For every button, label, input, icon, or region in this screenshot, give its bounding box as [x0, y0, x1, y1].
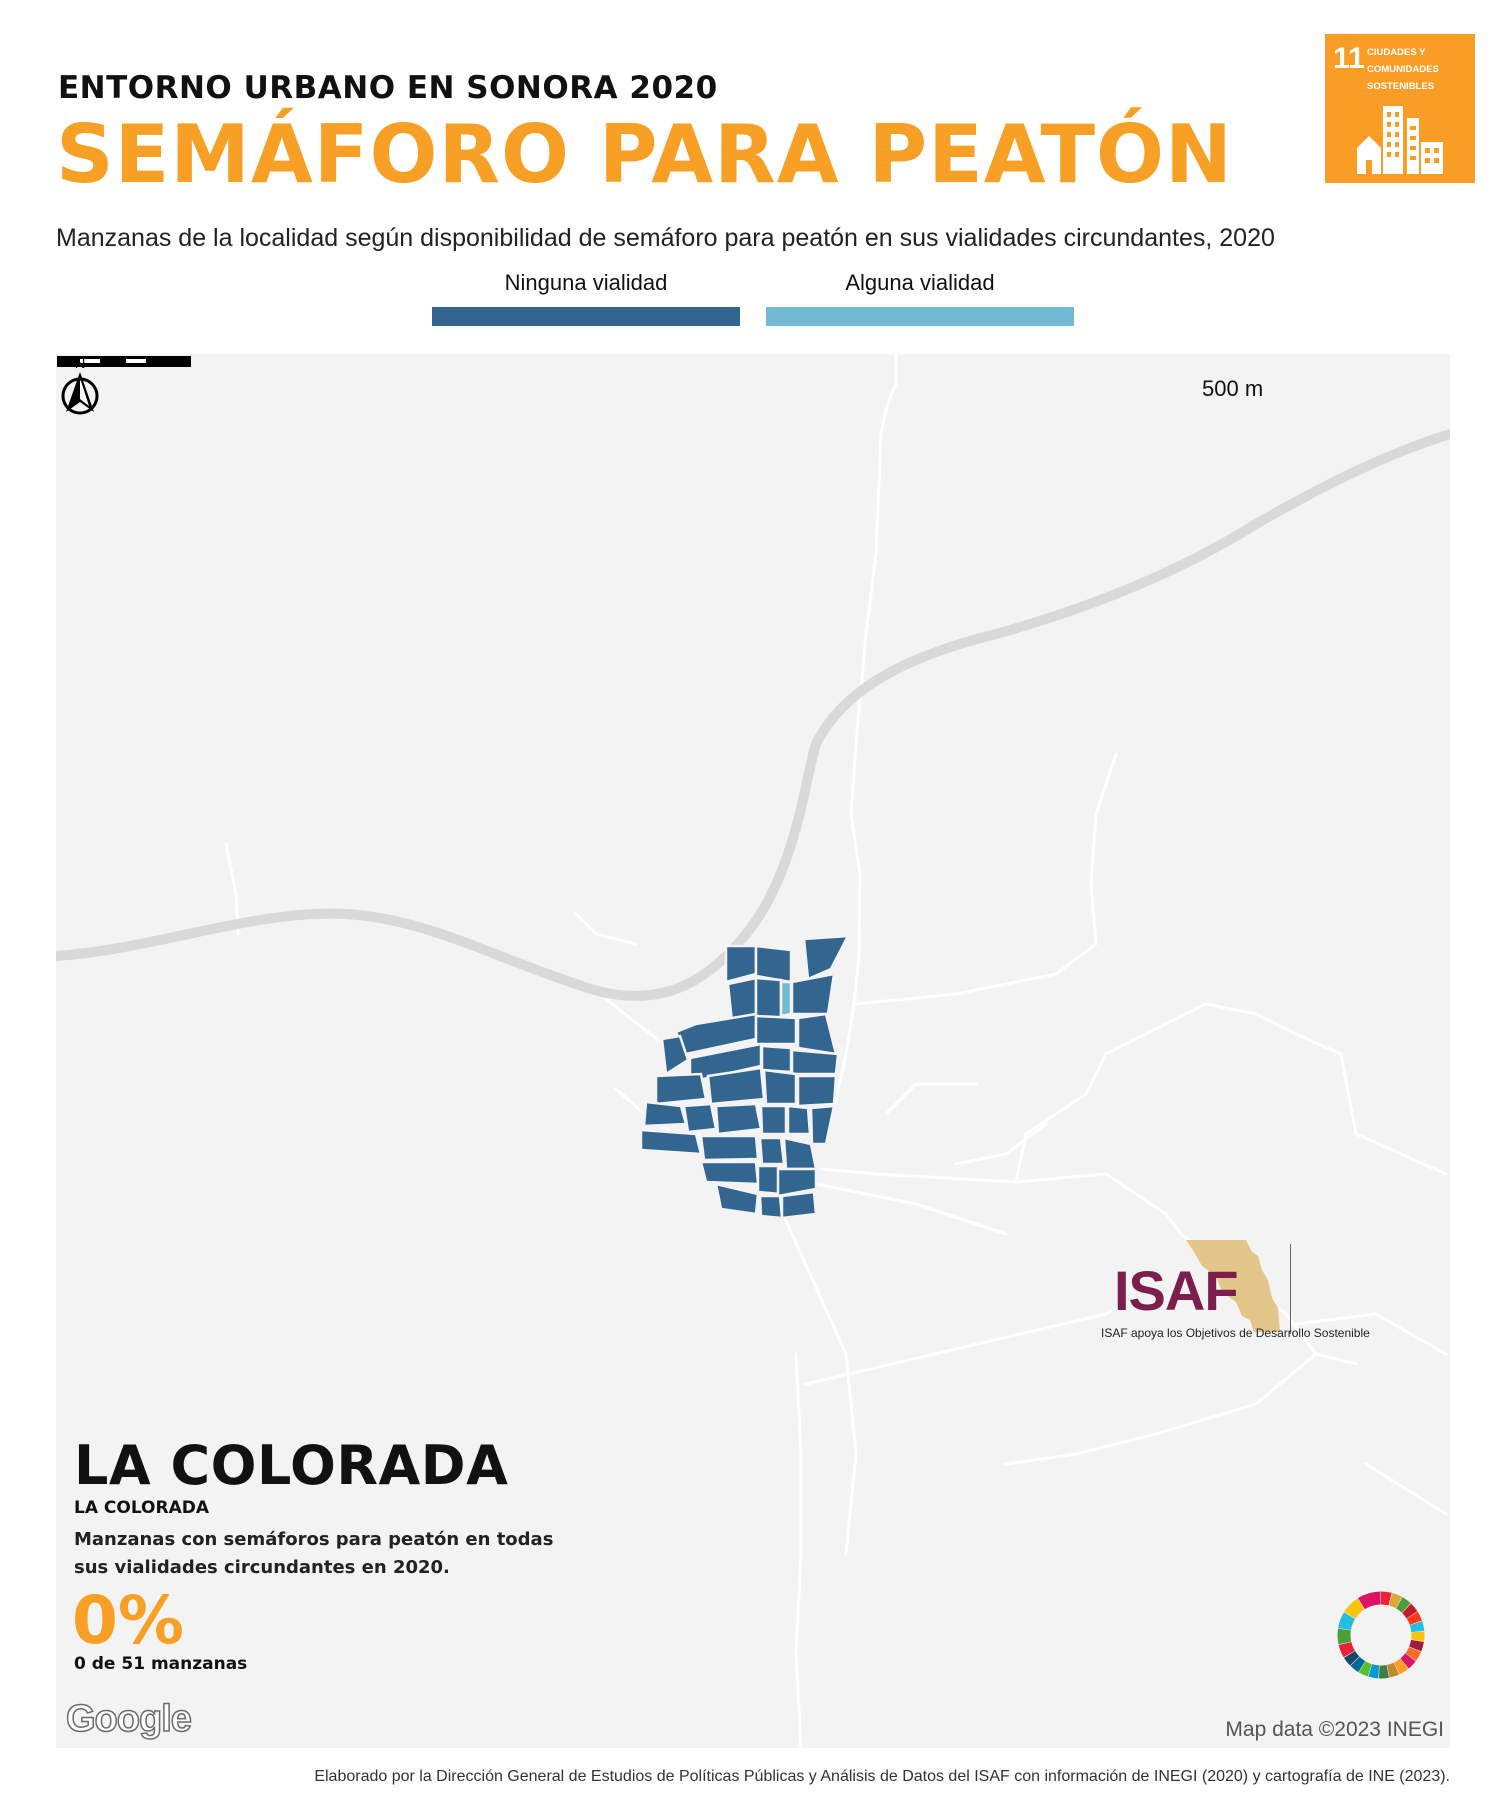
sdg-number: 11 — [1333, 42, 1365, 75]
stat-count: 0 de 51 manzanas — [74, 1654, 248, 1674]
block[interactable] — [758, 1194, 784, 1220]
block[interactable] — [776, 1167, 818, 1198]
sdg-11-badge: 11 CIUDADES Y COMUNIDADES SOSTENIBLES — [1325, 34, 1475, 183]
block[interactable] — [762, 1068, 798, 1106]
block[interactable] — [706, 1066, 766, 1106]
map-attribution[interactable]: Map data ©2023 INEGI — [1225, 1718, 1444, 1741]
legend-label-ninguna: Ninguna vialidad — [504, 270, 668, 295]
scale-label: 500 m — [1202, 376, 1264, 401]
block[interactable] — [802, 934, 851, 981]
block[interactable] — [790, 1048, 840, 1076]
block[interactable] — [786, 1104, 812, 1136]
kicker-title: ENTORNO URBANO EN SONORA 2020 — [58, 70, 718, 106]
block[interactable] — [790, 972, 836, 1016]
sdg-wheel-icon — [1337, 1591, 1425, 1679]
block[interactable] — [714, 1102, 763, 1136]
block[interactable] — [754, 976, 783, 1021]
block[interactable] — [699, 1160, 760, 1186]
block[interactable] — [674, 1012, 758, 1056]
town-blocks — [639, 934, 851, 1220]
page-title: SEMÁFORO PARA PEATÓN — [56, 108, 1233, 201]
block[interactable] — [654, 1072, 708, 1106]
highway — [56, 429, 1450, 1001]
block[interactable] — [754, 1014, 798, 1046]
stat-percent: 0% — [72, 1582, 185, 1659]
stat-description: Manzanas con semáforos para peatón en to… — [74, 1529, 554, 1578]
municipality-name: LA COLORADA — [74, 1498, 210, 1518]
sdg-title: CIUDADES Y COMUNIDADES SOSTENIBLES — [1367, 47, 1439, 92]
block[interactable] — [758, 1136, 786, 1166]
block[interactable] — [642, 1100, 688, 1128]
isaf-wordmark: ISAF — [1114, 1259, 1239, 1322]
map-subtitle: Manzanas de la localidad según disponibi… — [56, 224, 1275, 252]
block[interactable] — [639, 1128, 703, 1156]
block[interactable] — [780, 1190, 818, 1220]
city-icon — [1357, 106, 1443, 174]
block[interactable] — [699, 1134, 760, 1162]
block[interactable] — [809, 1104, 836, 1146]
block[interactable] — [796, 1012, 838, 1056]
map-panel[interactable]: 500 m N LA COLORADA LA COLORADA Manzanas… — [56, 354, 1450, 1748]
legend-swatch-ninguna — [432, 307, 740, 326]
block[interactable] — [660, 1034, 690, 1077]
credit-footer: Elaborado por la Dirección General de Es… — [314, 1768, 1450, 1785]
block[interactable] — [714, 1182, 760, 1216]
map-canvas — [56, 354, 1450, 1748]
block[interactable] — [759, 1104, 788, 1136]
legend-label-alguna: Alguna vialidad — [845, 270, 995, 295]
sonora-shape-icon — [1186, 1240, 1280, 1332]
google-logo: Google — [65, 1697, 192, 1741]
isaf-tagline: ISAF apoya los Objetivos de Desarrollo S… — [1101, 1326, 1370, 1340]
legend-swatch-alguna — [766, 307, 1074, 326]
svg-text:N: N — [75, 355, 86, 372]
block-alguna-vialidad[interactable] — [779, 980, 793, 1018]
north-arrow-icon: N — [61, 355, 99, 415]
block[interactable] — [760, 1044, 793, 1074]
block[interactable] — [754, 944, 793, 984]
logo-divider — [1290, 1244, 1291, 1334]
isaf-logo: ISAF — [1106, 1236, 1336, 1346]
locality-name: LA COLORADA — [74, 1434, 509, 1497]
scale-bar — [57, 356, 191, 367]
block[interactable] — [796, 1074, 838, 1108]
block[interactable] — [724, 944, 758, 984]
block[interactable] — [682, 1102, 718, 1134]
